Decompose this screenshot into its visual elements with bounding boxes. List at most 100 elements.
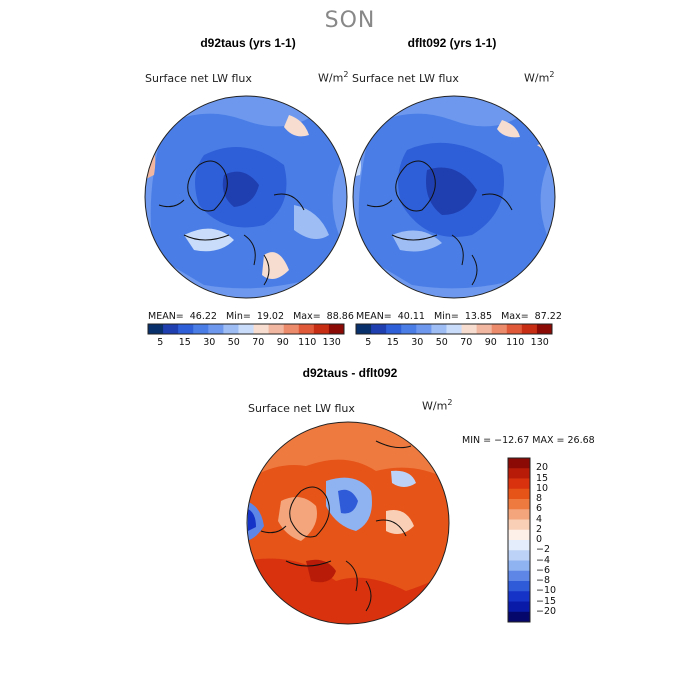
panel3-colorbar-swatch [508, 458, 530, 469]
panel3-colorbar-tick-label: −2 [536, 544, 551, 556]
panel3-coastlines [260, 440, 412, 612]
panel1-units-label: W/m [318, 71, 344, 85]
panel2-title: dflt092 (yrs 1-1) [407, 36, 497, 50]
panel1-colorbar-swatch [313, 324, 330, 334]
panel1-colorbar-tick-label: 70 [252, 337, 265, 348]
panel3-colorbar-tick-label: 2 [536, 523, 543, 535]
panel1-colorbar-swatch [238, 324, 255, 334]
panel1-colorbar-tick-label: 110 [298, 337, 317, 348]
panel3-field-south [247, 558, 449, 624]
panel1-field-light2 [294, 205, 329, 239]
panel1-colorbar-tick-label: 15 [178, 337, 191, 348]
panel3-stats: MIN = −12.67 MAX = 26.68 [462, 435, 595, 446]
panel2-colorbar-swatch [476, 324, 493, 334]
panel1-units-power: 2 [343, 70, 349, 79]
panel1-colorbar-swatch [178, 324, 194, 334]
panel2-colorbar-tick-label: 110 [506, 337, 525, 348]
panel2-map-border [352, 95, 556, 299]
panel2-units-power: 2 [549, 70, 555, 79]
panel1-map-border [144, 95, 348, 299]
panel3-map-border [246, 421, 450, 625]
panel2-colorbar-tick-label: 5 [365, 337, 372, 348]
panel2-max: 87.22 [534, 311, 562, 322]
panel2-colorbar [355, 323, 553, 335]
panel3-colorbar-tick-label: −15 [536, 595, 557, 607]
panel3-units-label: W/m [422, 399, 448, 413]
panel3-field-warm-light [278, 497, 317, 541]
panel3-colorbar-swatch [508, 550, 530, 561]
panel2-colorbar-swatch [461, 324, 478, 334]
panel3-colorbar-swatch [508, 519, 530, 531]
panel3-units-power: 2 [447, 398, 453, 407]
panel2-colorbar-swatch [491, 324, 508, 334]
panel1-colorbar [147, 323, 345, 335]
panel2-colorbar-frame [355, 323, 553, 335]
panel1-max: 88.86 [326, 311, 354, 322]
panel1-colorbar-tick-label: 90 [276, 337, 289, 348]
panel1-field-warm-top [284, 115, 309, 137]
panel1-title: d92taus (yrs 1-1) [200, 36, 296, 50]
panel3-colorbar-swatch [508, 581, 530, 592]
panel3-colorbar-tick-label: 20 [536, 462, 549, 474]
panel2-min: 13.85 [464, 311, 493, 322]
panel2-colorbar-swatch [371, 324, 387, 334]
panel2-coastlines [366, 160, 513, 286]
panel1-colorbar-swatch [328, 324, 345, 334]
panel3-colorbar-tick-label: −20 [536, 605, 557, 617]
panel3-colorbar-swatch [508, 540, 530, 551]
panel1-mean: 46.22 [189, 311, 217, 322]
panel2-colorbar-tick-label: 70 [460, 337, 473, 348]
panel3-colorbar-tick-label: 0 [536, 534, 543, 545]
panel3-colorbar-swatch [508, 509, 530, 520]
panel2-subtitle: Surface net LW flux [352, 72, 459, 85]
panel2-colorbar-swatch [356, 324, 372, 334]
panel1-field-min [222, 171, 259, 207]
panel2-colorbar-swatch [416, 324, 432, 334]
panel2-mean-label: MEAN= [356, 311, 392, 322]
panel3-colorbar-tick-label: −6 [536, 564, 551, 576]
panel3-colorbar-swatch [508, 529, 530, 541]
panel3-colorbar-swatch [508, 499, 530, 510]
panel3-subtitle: Surface net LW flux [248, 402, 355, 415]
panel1-colorbar-tick-label: 5 [157, 337, 164, 348]
panel3-colorbar-tick-label: 15 [536, 472, 549, 484]
panel1-stats: MEAN= 46.22 Min= 19.02 Max= 88.86 [148, 311, 360, 322]
panel2-stats: MEAN= 40.11 Min= 13.85 Max= 87.22 [356, 311, 568, 322]
panel3-colorbar-tick-label: 4 [536, 513, 543, 525]
panel3-field-light2 [386, 510, 414, 535]
panel1-colorbar-swatch [283, 324, 300, 334]
panel3-colorbar-tick-label: −8 [536, 575, 551, 586]
panel2-colorbar-tick-label: 50 [435, 337, 448, 348]
panel3-colorbar-swatch [508, 611, 530, 623]
panel2-field-min [426, 167, 477, 215]
panel2-colorbar-swatch [431, 324, 447, 334]
panel3-colorbar-tick-label: −10 [536, 585, 557, 597]
panel2-mean: 40.11 [397, 311, 425, 322]
panel2-colorbar-tick-label: 30 [411, 337, 424, 348]
panel1-min: 19.02 [256, 311, 285, 322]
panel1-colorbar-tick-label: 130 [322, 337, 341, 348]
panel2-field-warm-top [497, 120, 520, 138]
panel2-colorbar-swatch [446, 324, 463, 334]
panel2-colorbar-tick-label: 15 [386, 337, 399, 348]
panel1-coastlines [158, 160, 305, 286]
panel3-field-neg2 [391, 470, 416, 487]
panel3-polar-map [246, 421, 450, 625]
panel3-units: W/m2 [422, 398, 452, 413]
panel2-min-label: Min= [434, 311, 459, 322]
panel1-colorbar-swatch [208, 324, 224, 334]
panel1-colorbar-swatch [148, 324, 164, 334]
panel1-colorbar-swatch [163, 324, 179, 334]
panel3-field-neg1-core [338, 489, 358, 514]
panel2-colorbar-tick-label: 130 [530, 337, 549, 348]
panel2-field-light [392, 230, 442, 252]
panel2-max-label: Max= [501, 311, 529, 322]
panel2-units-label: W/m [524, 71, 550, 85]
panel3-colorbar-swatch [508, 560, 530, 572]
panel2-colorbar-swatch [401, 324, 417, 334]
panel3-colorbar-frame [507, 457, 531, 623]
panel3-colorbar-tick-label: 10 [536, 482, 549, 494]
panel2-colorbar-swatch [386, 324, 402, 334]
panel2-colorbar-swatch [536, 324, 553, 334]
panel1-colorbar-frame [147, 323, 345, 335]
